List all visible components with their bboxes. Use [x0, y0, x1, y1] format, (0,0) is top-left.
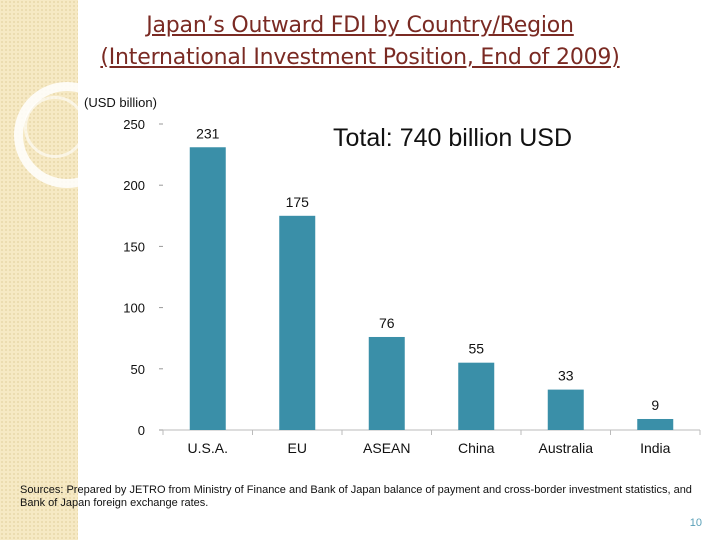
- x-category-label: U.S.A.: [188, 440, 228, 456]
- total-label: Total: 740 billion USD: [333, 124, 573, 152]
- bar: [368, 336, 405, 430]
- y-tick-label: 100: [123, 301, 145, 316]
- slide-title-line1: Japan’s Outward FDI by Country/Region: [146, 13, 574, 38]
- y-tick-label: 200: [123, 178, 145, 193]
- slide-title: Japan’s Outward FDI by Country/Region (I…: [0, 10, 720, 74]
- x-category-label: Australia: [539, 440, 594, 456]
- bar-value-label: 9: [651, 397, 659, 413]
- source-note: Sources: Prepared by JETRO from Ministry…: [20, 484, 692, 509]
- bar: [547, 389, 584, 430]
- y-tick-label: 250: [123, 117, 145, 132]
- y-tick-label: 50: [131, 362, 145, 377]
- bar-value-label: 33: [558, 368, 574, 384]
- bar: [637, 418, 674, 430]
- decorative-ring-small: [24, 96, 86, 158]
- bar: [458, 362, 495, 430]
- bar: [279, 215, 316, 430]
- x-category-label: China: [458, 440, 495, 456]
- y-tick-label: 150: [123, 239, 145, 254]
- slide-title-line2: (International Investment Position, End …: [100, 45, 620, 70]
- page-number: 10: [689, 517, 702, 529]
- x-category-label: EU: [288, 440, 307, 456]
- x-category-label: ASEAN: [363, 440, 410, 456]
- decorative-side-strip: [0, 0, 120, 540]
- bar-value-label: 76: [379, 315, 395, 331]
- y-tick-label: 0: [138, 423, 145, 438]
- bar: [189, 147, 226, 431]
- decorative-ring-large: [14, 82, 120, 188]
- x-category-label: India: [640, 440, 671, 456]
- bar-value-label: 175: [286, 194, 310, 210]
- y-axis-unit-label: (USD billion): [84, 95, 157, 110]
- bar-value-label: 231: [196, 125, 220, 141]
- bar-value-label: 55: [468, 341, 484, 357]
